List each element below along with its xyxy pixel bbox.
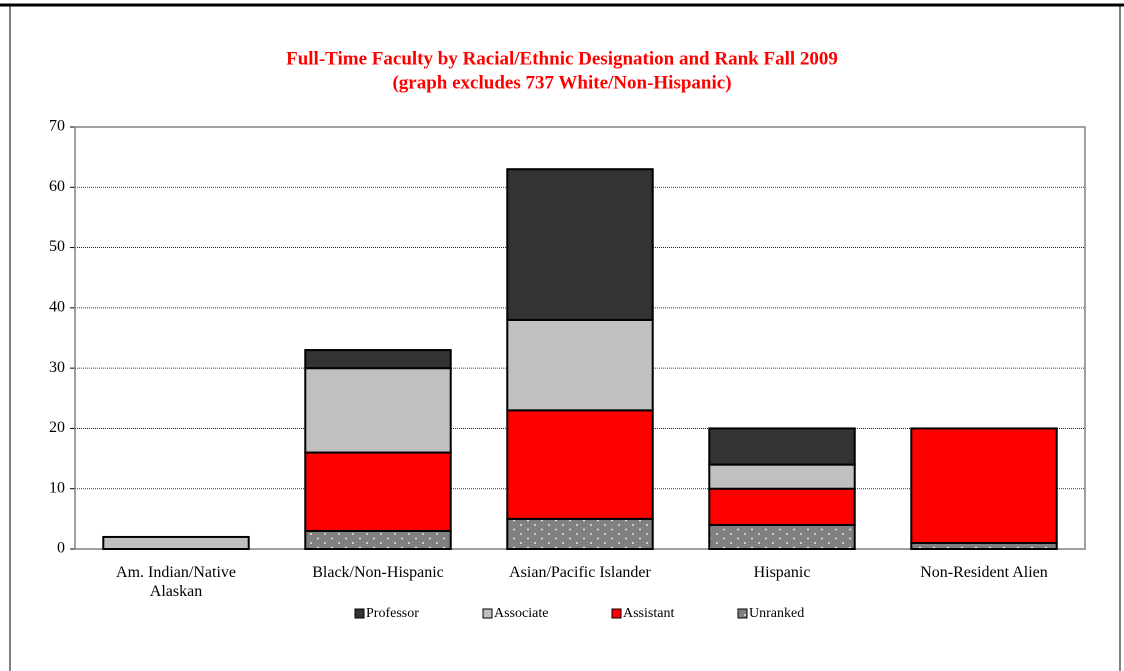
- bar-segment: [304, 349, 452, 370]
- bar-segment: [708, 523, 856, 551]
- bar-segment: [102, 535, 250, 551]
- legend-label: Unranked: [749, 606, 804, 621]
- chart-title: Full-Time Faculty by Racial/Ethnic Desig…: [286, 48, 838, 69]
- x-tick-label: Non-Resident Alien: [920, 564, 1048, 581]
- legend-label: Assistant: [623, 606, 674, 621]
- bar-segment: [708, 487, 856, 526]
- y-tick-label: 60: [49, 178, 65, 195]
- bar-segment: [304, 451, 452, 532]
- chart-subtitle: (graph excludes 737 White/Non-Hispanic): [392, 72, 731, 93]
- bar-segment: [506, 517, 654, 550]
- bar-segment: [506, 168, 654, 321]
- legend-label: Professor: [366, 606, 419, 621]
- bar-segment: [708, 427, 856, 466]
- y-tick-label: 10: [49, 479, 65, 496]
- bar-segment: [304, 529, 452, 551]
- bar-segment: [304, 367, 452, 454]
- x-tick-label: Hispanic: [753, 564, 811, 581]
- bar-segment: [506, 318, 654, 412]
- legend-swatch: [354, 608, 365, 619]
- legend-swatch: [482, 608, 493, 619]
- legend-swatch: [737, 608, 748, 619]
- bar-segment: [708, 463, 856, 490]
- x-tick-label: Asian/Pacific Islander: [509, 564, 651, 581]
- y-tick-label: 30: [49, 359, 65, 376]
- legend-swatch: [611, 608, 622, 619]
- bar-segment: [910, 427, 1058, 544]
- bar-segment: [506, 409, 654, 520]
- y-tick-label: 70: [49, 118, 65, 135]
- y-tick-label: 20: [49, 419, 65, 436]
- y-tick-label: 40: [49, 299, 65, 316]
- y-tick-label: 50: [49, 238, 65, 255]
- x-tick-label: Am. Indian/Native Alaskan: [116, 564, 236, 600]
- legend-label: Associate: [494, 606, 548, 621]
- y-tick-label: 0: [57, 540, 65, 557]
- x-tick-label: Black/Non-Hispanic: [312, 564, 444, 581]
